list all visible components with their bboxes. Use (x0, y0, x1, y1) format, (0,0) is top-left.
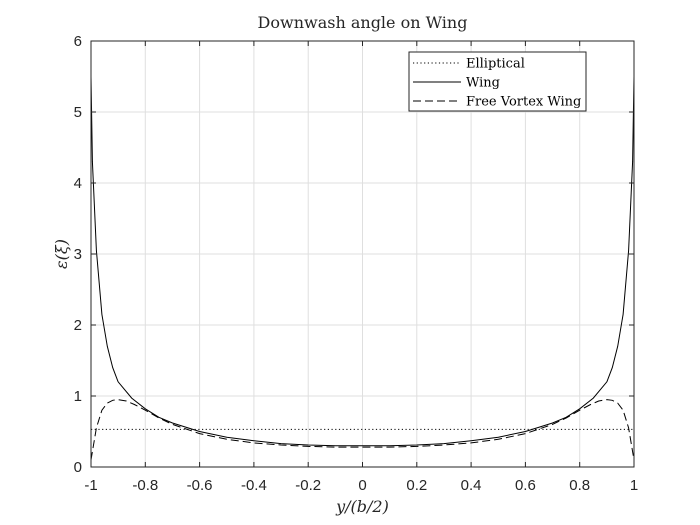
y-tick-label: 0 (74, 459, 82, 476)
x-tick-label: 0.2 (406, 477, 427, 494)
legend-label-wing: Wing (466, 76, 500, 91)
y-tick-label: 2 (74, 317, 82, 334)
legend-label-free-vortex-wing: Free Vortex Wing (466, 95, 581, 110)
series-wing (90, 76, 635, 447)
x-tick-label: -0.8 (132, 477, 158, 494)
x-tick-label: -0.2 (295, 477, 321, 494)
x-axis-label: y/(b/2) (335, 497, 389, 516)
legend: Elliptical Wing Free Vortex Wing (408, 51, 587, 112)
x-tick-label: 0.8 (569, 477, 590, 494)
y-tick-label: 1 (74, 388, 82, 405)
x-tick-label: 0 (358, 477, 366, 494)
y-tick-label: 3 (74, 246, 82, 263)
y-tick-label: 5 (74, 104, 82, 121)
series-lines (90, 76, 635, 460)
series-free-vortex-wing (90, 399, 635, 460)
x-tick-label: 0.4 (461, 477, 482, 494)
legend-label-elliptical: Elliptical (466, 57, 525, 72)
x-tick-label: -0.4 (241, 477, 267, 494)
ticks: -1 -0.8 -0.6 -0.4 -0.2 0 0.2 0.4 0.6 0.8 1 0 1 2 3 4 5 6 (74, 33, 639, 494)
x-tick-label: -0.6 (187, 477, 213, 494)
x-tick-label: 1 (630, 477, 638, 494)
y-axis-label: ε(ξ) (52, 239, 71, 269)
x-tick-label: 0.6 (515, 477, 536, 494)
y-tick-label: 6 (74, 33, 82, 50)
y-tick-label: 4 (74, 175, 82, 192)
x-tick-label: -1 (84, 477, 97, 494)
chart-title: Downwash angle on Wing (258, 13, 468, 32)
